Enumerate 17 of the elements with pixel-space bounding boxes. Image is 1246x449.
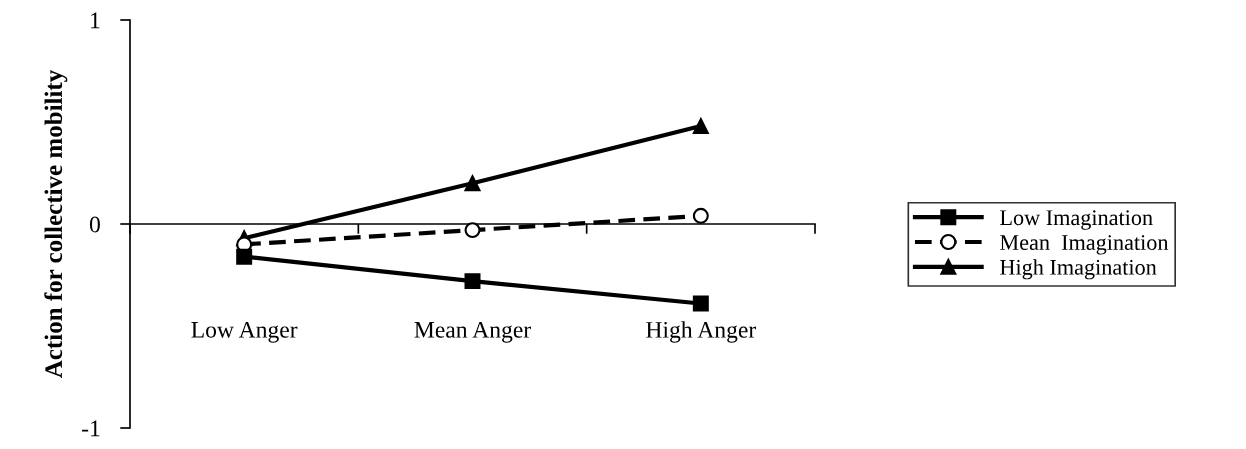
y-tick-label: 0: [89, 216, 100, 233]
x-tick-label: High Anger: [646, 321, 757, 343]
point: [464, 175, 481, 192]
y-axis-title: Action for collective mobility: [44, 69, 68, 378]
legend-label: Low Imagination: [1000, 210, 1153, 230]
legend-label: High Imagination: [1000, 259, 1157, 280]
x-tick-label: Low Anger: [191, 321, 298, 343]
legend-label: Mean Imagination: [1000, 235, 1169, 255]
point: [692, 118, 709, 135]
point: [692, 295, 709, 312]
y-tick-label: 1: [91, 12, 100, 29]
point: [464, 222, 481, 239]
y-tick-label: -1: [82, 420, 100, 437]
x-tick-label: Mean Anger: [414, 321, 531, 343]
point: [236, 248, 253, 265]
point: [464, 273, 481, 290]
point: [692, 207, 709, 224]
